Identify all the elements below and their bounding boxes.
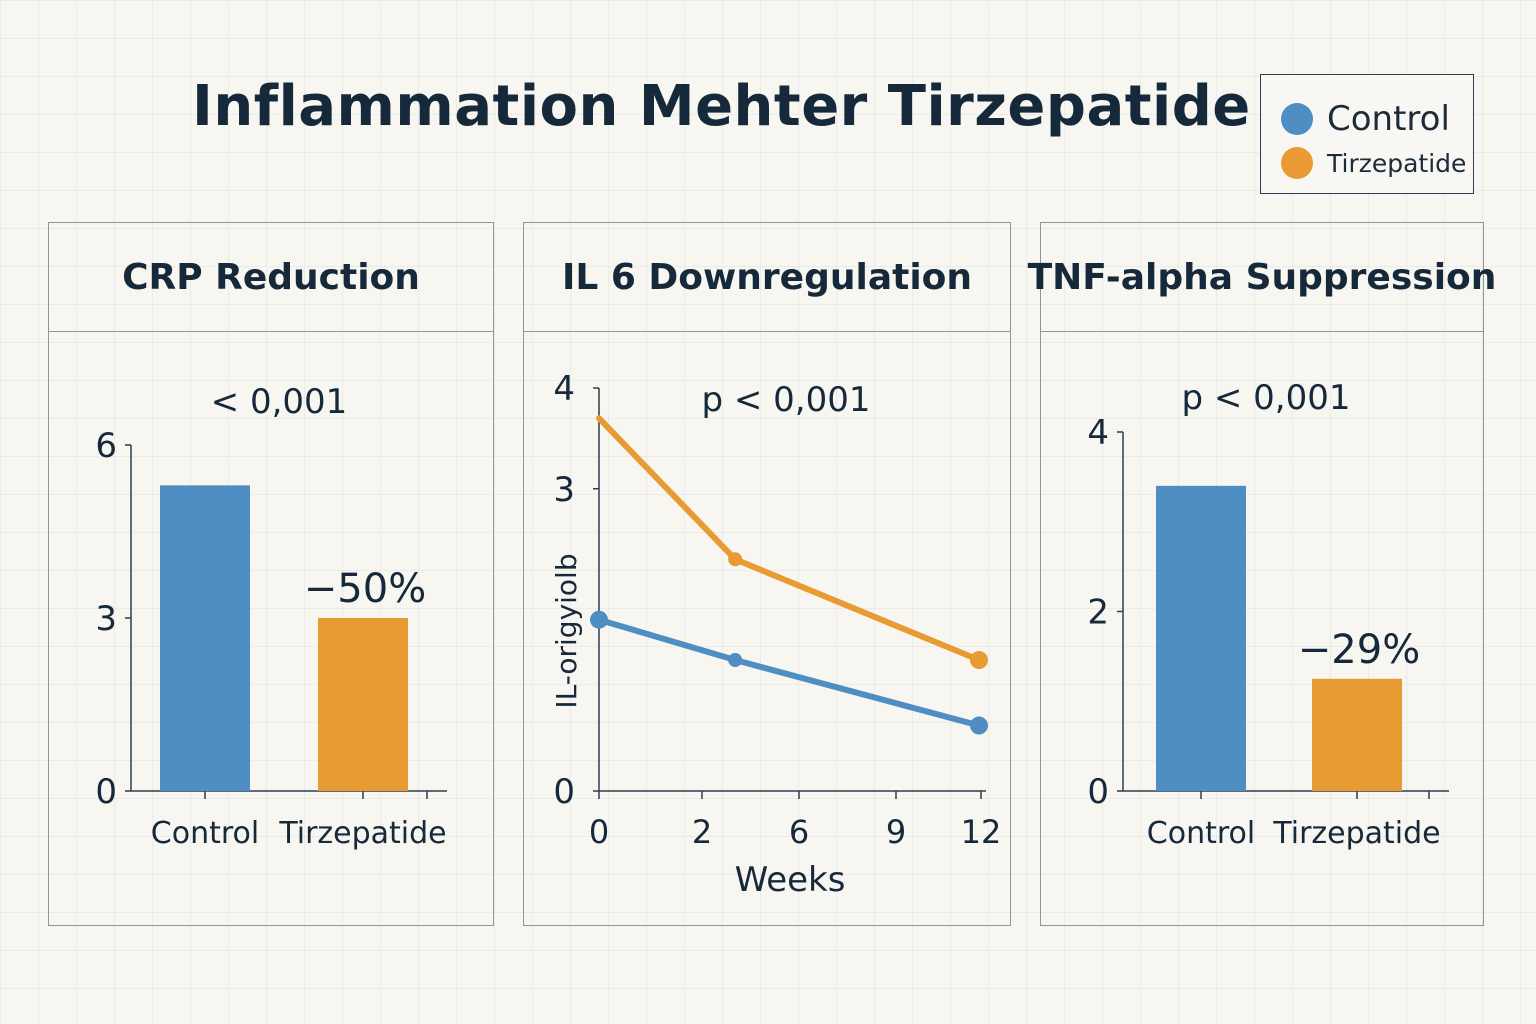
tnf-bar-chart: p < 0,001 0 2 4 Control Tirzepatide −29% [1087,378,1449,851]
legend-label-tirzepatide: Tirzepatide [1327,148,1467,178]
x-tick-label: Tirzepatide [1272,816,1440,851]
bar-tirzepatide [1312,678,1402,791]
y-tick-label: 0 [553,772,575,812]
crp-panel-title: CRP Reduction [49,223,493,332]
y-tick-label: 6 [95,426,117,466]
data-point-control [590,610,608,629]
legend-swatch-tirzepatide [1281,147,1313,179]
bar-percent-label: −29% [1298,627,1420,673]
data-point-tirzepatide [728,552,743,567]
il6-panel-title: IL 6 Downregulation [524,223,1010,332]
x-axis-label: Weeks [735,860,846,900]
crp-bar-chart: < 0,001 0 3 6 Control Tirzepatide −50% [95,382,447,851]
bar-tirzepatide [318,618,408,791]
p-value-annotation: < 0,001 [211,382,348,422]
crp-panel: CRP Reduction < 0,001 0 3 6 Control Tirzepati… [48,222,494,926]
bar-percent-label: −50% [304,566,426,612]
bar-control [1156,485,1246,791]
x-tick-label: 0 [589,813,609,851]
y-tick-label: 0 [1087,772,1109,812]
y-tick-label: 3 [95,599,117,639]
data-point-tirzepatide [970,651,988,670]
data-point-control [970,716,988,735]
bar-control [160,485,250,791]
y-tick-label: 2 [1087,593,1109,633]
y-tick-label: 0 [95,772,117,812]
series-line-tirzepatide [596,415,982,664]
y-axis-label: IL-origyiolb [550,553,583,708]
tnf-panel-title: TNF-alpha Suppression [1028,223,1496,332]
x-tick-label: 12 [961,813,1002,851]
tnf-panel: TNF-alpha Suppression p < 0,001 0 2 4 Contro… [1028,222,1496,926]
x-tick-label: 2 [692,813,712,851]
legend: Control Tirzepatide [1260,74,1474,194]
data-point-control [728,653,743,668]
p-value-annotation: p < 0,001 [701,380,870,420]
il6-line-chart: p < 0,001 0 3 4 0 2 6 9 12 Weeks IL-origyiolb [550,369,1002,900]
legend-label-control: Control [1327,99,1450,139]
legend-item-control: Control [1281,99,1450,139]
legend-item-tirzepatide: Tirzepatide [1281,147,1466,179]
il6-panel: IL 6 Downregulation p < 0,001 0 3 4 0 2 6 9 12 We… [523,222,1011,926]
x-tick-label: Tirzepatide [278,816,446,851]
p-value-annotation: p < 0,001 [1181,378,1350,418]
legend-swatch-control [1281,103,1313,135]
y-tick-label: 3 [553,470,575,510]
x-tick-label: 6 [789,813,809,851]
y-tick-label: 4 [553,369,575,409]
x-tick-label: Control [1147,816,1255,851]
y-tick-label: 4 [1087,413,1109,453]
x-tick-label: 9 [886,813,906,851]
x-tick-label: Control [151,816,259,851]
chart-title: Inflammation Mehter Tirzepatide ard: [192,74,1401,139]
